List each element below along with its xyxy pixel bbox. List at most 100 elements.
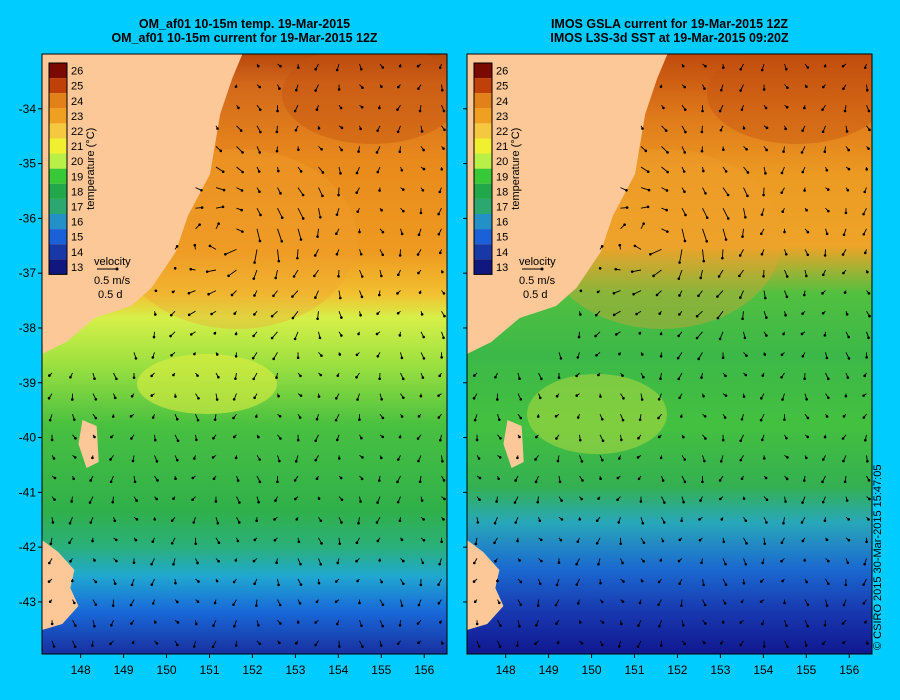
colorbar-tick-label: 24 [496,96,508,108]
lat-tick-label: -41 [19,485,37,499]
colorbar-segment [474,198,492,214]
lon-tick-label: 151 [624,663,644,677]
colorbar-segment [49,259,67,275]
right-map-panel: 148 149 150 151 152 153 154 155 1562625242322212… [463,53,873,677]
colorbar-segment [474,214,492,230]
lat-tick-label: -43 [19,595,37,609]
lat-tick-label: -42 [19,540,37,554]
colorbar-tick-label: 26 [71,66,83,78]
colorbar-tick-label: 23 [496,111,508,123]
lon-tick-label: 148 [496,663,516,677]
velocity-legend-time: 0.5 d [98,289,122,301]
velocity-arrows [47,63,446,649]
velocity-legend: velocity 0.5 m/s 0.5 d [519,256,556,301]
lon-tick-label: 151 [199,663,219,677]
left-panel-title: OM_af01 10-15m temp. 19-Mar-2015 OM_af01… [42,17,447,45]
colorbar-segment [49,108,67,124]
colorbar-tick-label: 17 [71,201,83,213]
lat-tick-label: -38 [19,321,37,335]
colorbar-segment [49,153,67,169]
velocity-legend: velocity 0.5 m/s 0.5 d [94,256,131,301]
colorbar-tick-label: 13 [496,262,508,274]
colorbar: 26 25 24 23 22 21 20 19 18 17 16 15 14 13 temperature … [473,62,522,275]
colorbar-tick-label: 19 [71,171,83,183]
colorbar-segment [49,138,67,154]
colorbar-segment [49,183,67,199]
colorbar-tick-label: 17 [496,201,508,213]
lon-tick-label: 153 [285,663,305,677]
colorbar-tick-label: 25 [496,81,508,93]
lon-tick-label: 156 [839,663,859,677]
lon-tick-label: 150 [157,663,177,677]
lon-tick-label: 156 [414,663,434,677]
colorbar-segment [474,259,492,275]
tasmania [42,540,79,630]
colorbar-tick-label: 22 [496,126,508,138]
colorbar-tick-label: 18 [71,186,83,198]
colorbar-label: temperature (°C) [510,128,522,210]
velocity-legend-scale: 0.5 m/s [94,275,131,287]
colorbar-segment [474,153,492,169]
colorbar-segment [474,108,492,124]
lat-tick-label: -34 [19,102,37,116]
colorbar-segment [49,198,67,214]
right-title-line2: IMOS L3S-3d SST at 19-Mar-2015 09:20Z [550,31,789,45]
colorbar-tick-label: 21 [496,141,508,153]
flinders-island [503,420,524,468]
map-frame [41,53,448,655]
colorbar-tick-label: 20 [496,156,508,168]
lon-tick-label: 154 [753,663,773,677]
right-panel-title: IMOS GSLA current for 19-Mar-2015 12Z IM… [467,17,872,45]
colorbar-segment [49,93,67,109]
colorbar-segment [49,63,67,79]
colorbar: 26 25 24 23 22 21 20 19 18 17 16 15 14 13 temperature … [48,62,97,275]
lat-tick-label: -35 [19,157,37,171]
colorbar-tick-label: 14 [496,247,508,259]
lon-tick-label: 152 [667,663,687,677]
lon-tick-label: 152 [242,663,262,677]
velocity-legend-time: 0.5 d [523,289,547,301]
warm-core-north [282,54,447,144]
mainland-australia [467,54,668,354]
colorbar-segment [49,244,67,260]
right-title-line1: IMOS GSLA current for 19-Mar-2015 12Z [550,17,789,31]
colorbar-segment [474,93,492,109]
lat-tick-label: -40 [19,431,37,445]
warm-filament [527,374,667,454]
colorbar-segment [49,78,67,94]
colorbar-tick-label: 14 [71,247,83,259]
colorbar-segment [49,123,67,139]
colorbar-tick-label: 13 [71,262,83,274]
lon-tick-label: 148 [71,663,91,677]
left-map-panel: 148 149 150 151 152 153 154 155 156 -34 -35 -36 -37 -… [19,53,448,677]
colorbar-segment [474,183,492,199]
colorbar-tick-label: 16 [71,217,83,229]
colorbar-segment [474,63,492,79]
colorbar-tick-label: 22 [71,126,83,138]
flinders-island [78,420,99,468]
lat-tick-label: -37 [19,266,37,280]
colorbar-segment [49,214,67,230]
left-title-line1: OM_af01 10-15m temp. 19-Mar-2015 [138,17,351,31]
colorbar-segment [49,168,67,184]
tasmania [467,540,504,630]
velocity-legend-scale: 0.5 m/s [519,275,556,287]
colorbar-segment [474,138,492,154]
colorbar-segment [474,78,492,94]
velocity-legend-title: velocity [94,256,131,268]
lon-tick-label: 155 [796,663,816,677]
colorbar-tick-label: 16 [496,217,508,229]
colorbar-tick-label: 21 [71,141,83,153]
lat-tick-label: -36 [19,211,37,225]
left-title-line2: OM_af01 10-15m current for 19-Mar-2015 1… [111,31,378,45]
colorbar-tick-label: 26 [496,66,508,78]
lon-tick-label: 150 [582,663,602,677]
colorbar-tick-label: 23 [71,111,83,123]
lon-tick-label: 149 [114,663,134,677]
colorbar-segment [49,229,67,245]
colorbar-tick-label: 19 [496,171,508,183]
lon-tick-label: 155 [371,663,391,677]
map-frame [466,53,873,655]
colorbar-segment [474,123,492,139]
colorbar-tick-label: 15 [71,232,83,244]
